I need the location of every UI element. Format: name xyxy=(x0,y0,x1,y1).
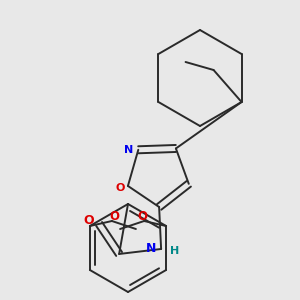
Text: O: O xyxy=(109,211,119,224)
Text: O: O xyxy=(115,183,124,193)
Text: N: N xyxy=(146,242,156,256)
Text: O: O xyxy=(137,211,147,224)
Text: O: O xyxy=(84,214,94,227)
Text: N: N xyxy=(124,145,133,155)
Text: H: H xyxy=(170,246,180,256)
